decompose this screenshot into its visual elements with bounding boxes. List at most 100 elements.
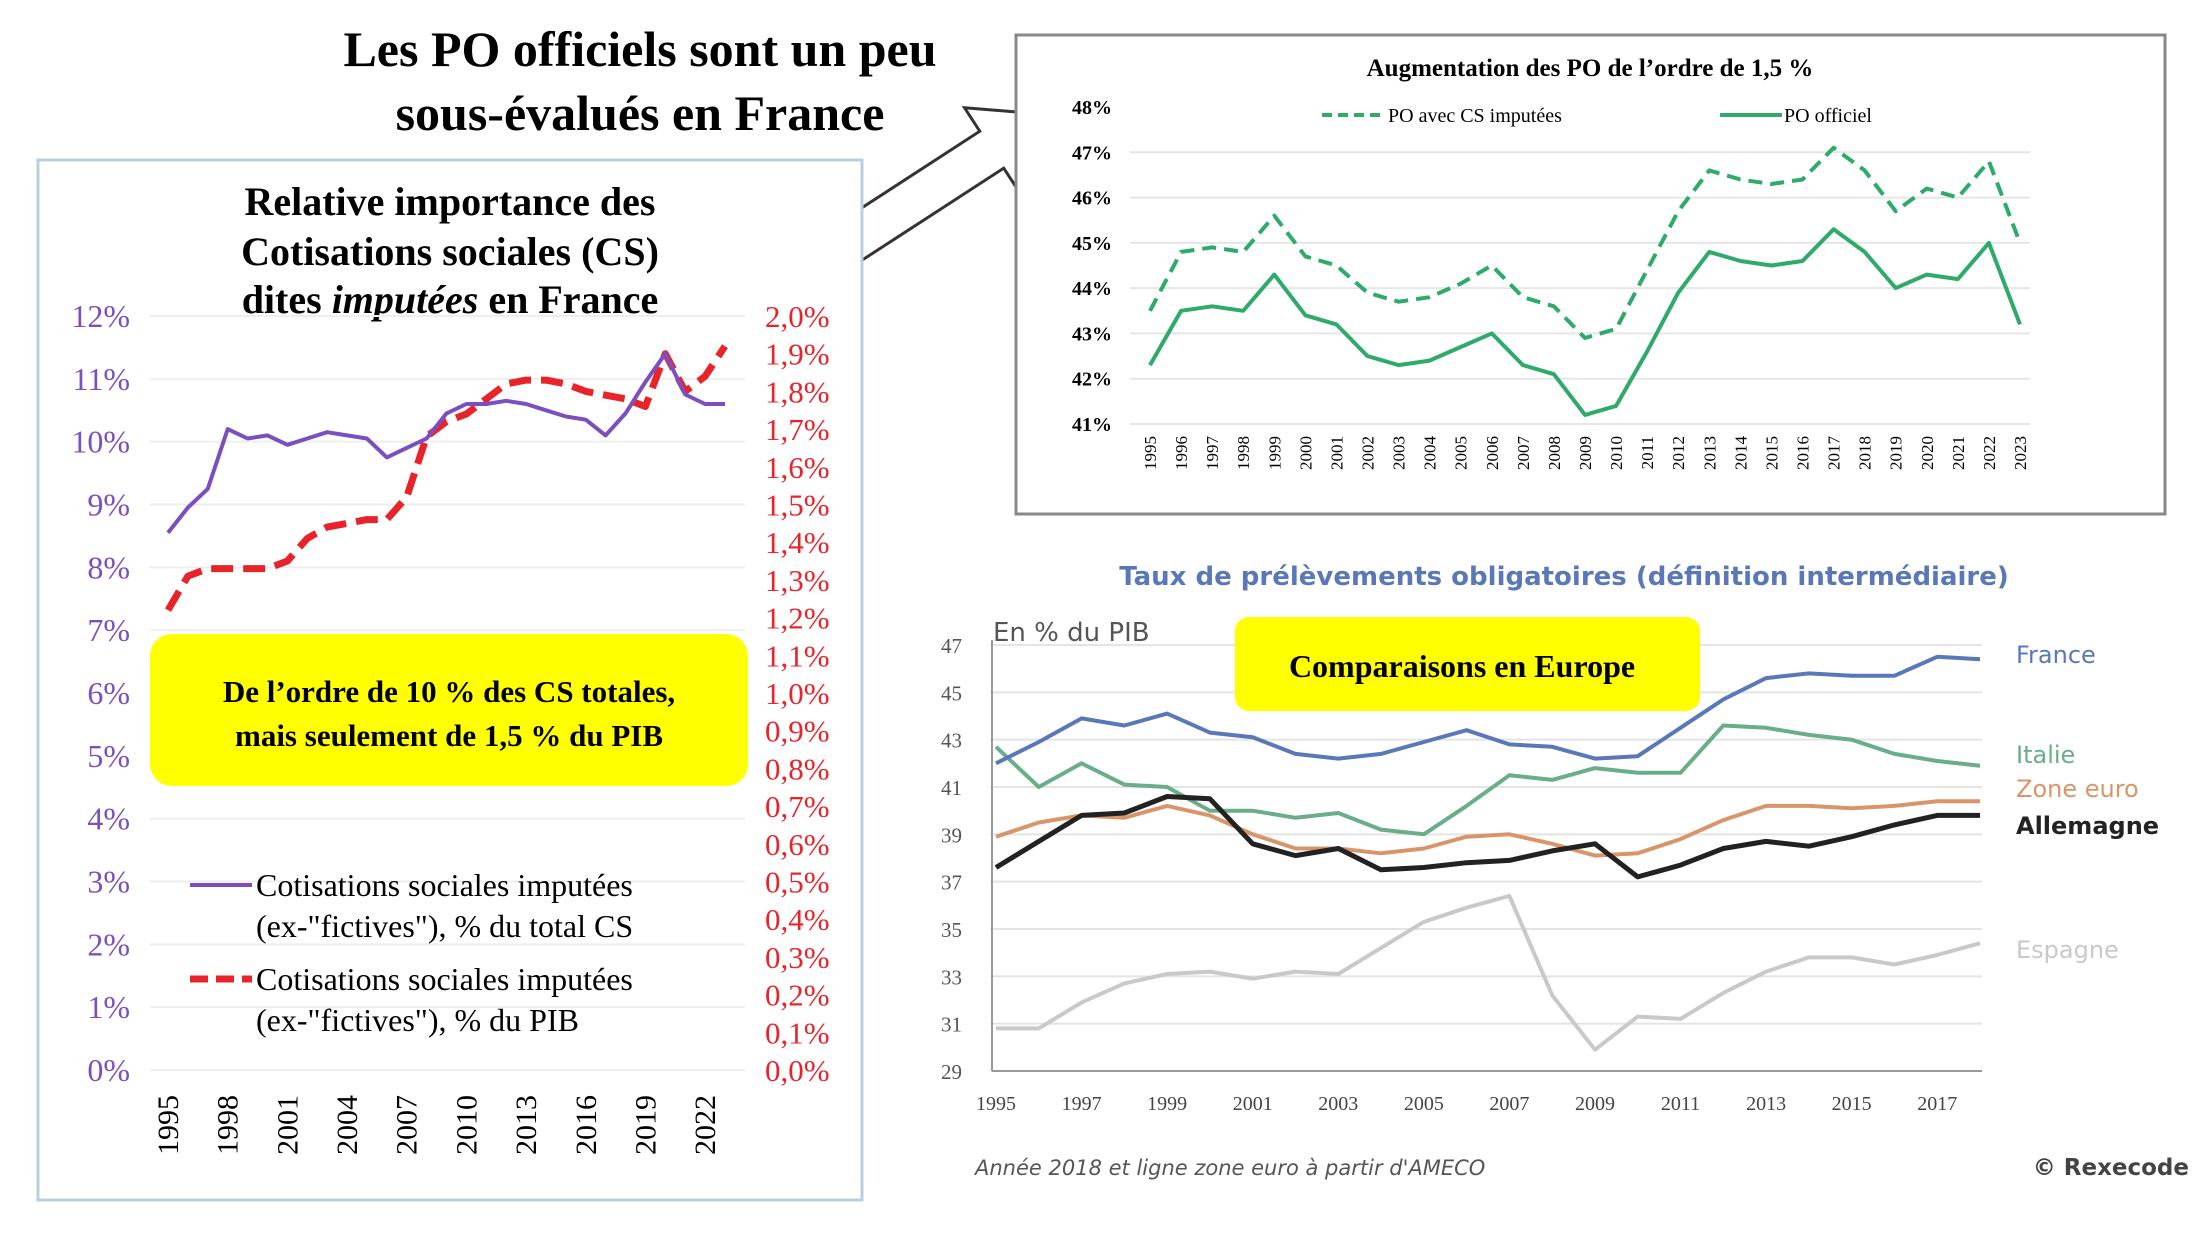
y-tick-label: 41 (941, 776, 962, 800)
series-line-allemagne (994, 794, 1980, 880)
y-right-tick-label: 0,6% (765, 827, 830, 862)
title-italic-text: imputées (332, 277, 479, 322)
source-credit: © Rexecode (2033, 1155, 2189, 1181)
y-tick-label: 35 (941, 918, 962, 942)
footnote: Année 2018 et ligne zone euro à partir d… (973, 1156, 1485, 1180)
x-tick-label: 2012 (1669, 436, 1688, 470)
series-label: Espagne (2016, 936, 2119, 964)
series-label: Italie (2016, 741, 2075, 769)
series-label: Allemagne (2016, 812, 2159, 840)
series-line-france (995, 654, 1981, 766)
legend-label: PO officiel (1784, 105, 1872, 127)
legend-label: (ex-"fictives"), % du total CS (256, 908, 633, 944)
x-tick-label: 2010 (1607, 436, 1626, 470)
y-right-tick-label: 1,0% (765, 676, 830, 711)
y-tick-label: 43 (941, 729, 962, 753)
series-lines (1148, 145, 2022, 417)
annotation-line-1: De l’ordre de 10 % des CS totales, (223, 674, 675, 709)
y-right-tick-label: 0,9% (765, 714, 830, 749)
x-tick-label: 2000 (1296, 436, 1315, 470)
gridlines (1130, 151, 2030, 425)
y-tick-label: 7% (87, 612, 130, 648)
x-tick-label: 2016 (1794, 436, 1813, 470)
left-chart-title-line-2: Cotisations sociales (CS) (241, 229, 659, 274)
y-right-tick-label: 0,8% (765, 751, 830, 786)
y-right-tick-label: 0,7% (765, 789, 830, 824)
x-tick-label: 2019 (1887, 436, 1906, 470)
x-tick-label: 1995 (152, 1095, 185, 1155)
y-right-tick-label: 0,2% (765, 978, 830, 1013)
y-right-tick-label: 1,7% (765, 412, 830, 447)
x-axis-tick-labels: 1995 1998 2001 2004 2007 2010 2013 2016 2019 2022 (152, 1095, 722, 1155)
series-label: Zone euro (2016, 775, 2139, 803)
y-tick-label: 37 (941, 871, 962, 895)
right-axis-tick-labels: 0,0%0,1%0,2%0,3%0,4%0,5%0,6%0,7%0,8%0,9%… (765, 299, 830, 1088)
title-text: dites (242, 277, 332, 322)
main-title-line-1: Les PO officiels sont un peu (343, 21, 936, 77)
series-label: France (2016, 641, 2096, 669)
x-tick-label: 2014 (1731, 436, 1750, 471)
x-tick-label: 1995 (976, 1093, 1016, 1115)
x-tick-label: 1996 (1172, 436, 1191, 470)
x-tick-label: 2005 (1404, 1093, 1444, 1115)
x-tick-label: 2009 (1575, 1093, 1615, 1115)
series-line-pct-pib (164, 344, 728, 612)
y-right-tick-label: 1,6% (765, 450, 830, 485)
x-tick-label: 2007 (1489, 1093, 1529, 1115)
x-tick-label: 2004 (1421, 436, 1440, 471)
y-right-tick-label: 0,3% (765, 940, 830, 975)
x-axis-tick-labels: 1995 1996 1997 1998 1999 2000 2001 2002 2003 2004… (1141, 436, 2030, 471)
y-tick-label: 0% (87, 1052, 130, 1088)
top-right-chart-panel: Augmentation des PO de l’ordre de 1,5 % … (1014, 33, 2167, 516)
y-tick-label: 11% (73, 361, 130, 397)
legend-label: Cotisations sociales imputées (256, 867, 633, 903)
bottom-right-chart-title: Taux de prélèvements obligatoires (défin… (1119, 562, 2009, 592)
x-tick-label: 2001 (271, 1095, 304, 1155)
x-tick-label: 2020 (1918, 436, 1937, 470)
x-tick-label: 2013 (510, 1095, 543, 1155)
x-tick-label: 1999 (1265, 436, 1284, 470)
y-tick-label: 45 (941, 681, 962, 705)
x-tick-label: 2007 (391, 1095, 424, 1155)
x-tick-label: 2015 (1832, 1093, 1872, 1115)
y-tick-label: 1% (87, 989, 130, 1025)
x-tick-label: 2004 (331, 1095, 364, 1155)
title-text: en France (478, 277, 658, 322)
y-tick-label: 8% (87, 549, 130, 585)
x-tick-label: 2017 (1917, 1093, 1957, 1115)
y-tick-label: 6% (87, 675, 130, 711)
y-tick-label: 9% (87, 487, 130, 523)
left-axis-tick-labels: 0% 1% 2% 3% 4% 5% 6% 7% 8% 9% 10% 11% 12% (71, 298, 130, 1088)
y-tick-label: 4% (87, 801, 130, 837)
y-right-tick-label: 1,5% (765, 488, 830, 523)
x-tick-label: 2013 (1746, 1093, 1786, 1115)
x-tick-label: 2002 (1359, 436, 1378, 470)
y-right-tick-label: 2,0% (765, 299, 830, 334)
legend: Cotisations sociales imputées (ex-"ficti… (190, 867, 633, 1038)
bottom-right-chart-panel: Taux de prélèvements obligatoires (défin… (941, 562, 2189, 1181)
y-tick-label: 10% (71, 424, 130, 460)
series-line-zone-euro (995, 799, 1980, 858)
y-tick-label: 12% (71, 298, 130, 334)
x-tick-label: 2003 (1318, 1093, 1358, 1115)
top-right-panel-border (1014, 33, 2167, 516)
annotation-box (1235, 617, 1700, 711)
legend-label: PO avec CS imputées (1388, 105, 1562, 127)
top-right-chart-title: Augmentation des PO de l’ordre de 1,5 % (1367, 55, 1814, 82)
x-tick-label: 1995 (1141, 436, 1160, 470)
x-tick-label: 1997 (1203, 436, 1222, 471)
x-tick-label: 2001 (1233, 1093, 1273, 1115)
x-tick-label: 2006 (1483, 436, 1502, 470)
y-right-tick-label: 1,2% (765, 601, 830, 636)
y-tick-label: 43% (1072, 323, 1112, 345)
annotation-text: Comparaisons en Europe (1289, 648, 1635, 684)
series-line-italie (994, 723, 1981, 837)
annotation-line-2: mais seulement de 1,5 % du PIB (235, 718, 663, 753)
x-tick-label: 2010 (450, 1095, 483, 1155)
series-line-po-avec-cs-imputees (1148, 145, 2022, 340)
x-tick-label: 2022 (689, 1095, 722, 1155)
y-tick-label: 2% (87, 926, 130, 962)
x-tick-label: 2021 (1949, 436, 1968, 470)
y-tick-label: 5% (87, 738, 130, 774)
x-tick-label: 1998 (1234, 436, 1253, 470)
